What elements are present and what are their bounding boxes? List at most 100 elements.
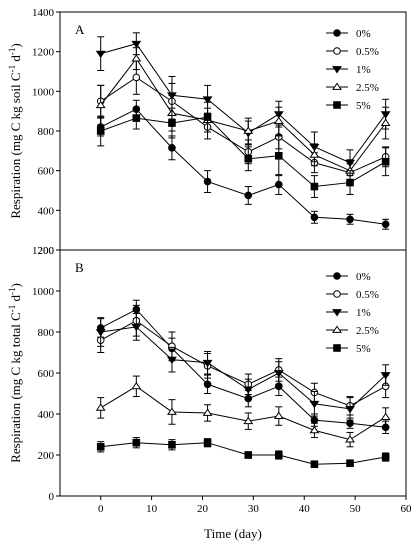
panel-b-series-4 — [96, 437, 390, 469]
panel-a-series-1 — [96, 60, 390, 183]
panel-b-legend-marker — [333, 344, 341, 352]
panel-a-y-tick-label: 200 — [38, 245, 55, 257]
panel-b-data-point — [202, 359, 213, 368]
panel-a-legend-entry: 0% — [326, 28, 371, 40]
panel-b-data-point — [380, 412, 391, 420]
panel-b-x-axis: 0 10 20 30 40 50 60 — [98, 496, 412, 515]
panel-a-data-point — [274, 151, 283, 160]
panel-a-legend-label: 2.5% — [356, 82, 379, 94]
panel-b-data-point — [274, 451, 283, 459]
panel-b-series-line — [100, 442, 386, 465]
panel-b-series-3 — [95, 375, 391, 448]
panel-b-data-point — [167, 356, 177, 365]
panel-a-data-point — [381, 220, 390, 229]
panel-b-data-point — [95, 329, 106, 337]
panel-a-frame — [59, 11, 407, 251]
x-tick-label: 50 — [350, 503, 362, 515]
panel-b: B Respiration (mg C kg total C-1 d-1) 0 2… — [7, 245, 412, 541]
panel-b-data-point — [168, 440, 176, 449]
panel-a-legend: 0% 0.5% 1% 2.5% 5% — [326, 28, 379, 112]
panel-a-data-point — [310, 182, 319, 191]
x-tick-label: 10 — [146, 503, 158, 515]
panel-a-y-tick-label: 1400 — [32, 7, 55, 19]
panel-a-data-point — [309, 150, 320, 158]
panel-a-letter: A — [75, 22, 85, 37]
panel-a-legend-label: 0.5% — [356, 46, 379, 58]
panel-a-data-point — [131, 54, 142, 62]
panel-a-data-point — [310, 213, 319, 222]
panel-a-data-point — [274, 180, 283, 189]
panel-a-series-line — [100, 76, 386, 174]
panel-a-data-point — [132, 73, 141, 82]
panel-b-y-axis: 0 200 400 600 800 1000 1200 — [32, 245, 60, 503]
panel-a-data-point — [273, 116, 284, 124]
panel-a-y-tick-label: 1200 — [32, 47, 55, 59]
panel-b-legend-entry: 5% — [326, 343, 371, 355]
panel-b-legend: 0% 0.5% 1% 2.5% 5% — [326, 271, 379, 355]
panel-b-data-point — [309, 425, 320, 434]
panel-b-legend-entry: 2.5% — [326, 325, 379, 337]
panel-a-data-point — [381, 157, 390, 166]
panel-a-data-point — [203, 113, 212, 121]
panel-b-data-point — [96, 443, 105, 451]
panel-b-data-point — [95, 403, 106, 411]
panel-a-data-point — [95, 100, 106, 109]
panel-a-data-point — [243, 126, 254, 134]
panel-b-data-point — [346, 419, 354, 428]
panel-b-data-point — [346, 459, 354, 467]
panel-a-legend-entry: 1% — [326, 64, 371, 76]
panel-b-legend-label: 0.5% — [356, 289, 379, 301]
panel-a: A Respiration (mg C kg soil C-1 d-1) 200… — [7, 7, 407, 257]
panel-a-legend-marker — [333, 101, 341, 109]
panel-a-legend-marker — [332, 82, 342, 90]
panel-a-legend-label: 1% — [356, 64, 371, 76]
panel-a-y-tick-label: 800 — [38, 126, 55, 138]
panel-a-series-line — [100, 116, 386, 188]
panel-b-data-point — [243, 416, 254, 425]
panel-b-legend-label: 2.5% — [356, 325, 379, 337]
panel-b-y-tick-label: 800 — [38, 327, 55, 339]
panel-b-letter: B — [75, 260, 84, 275]
x-tick-label: 0 — [98, 503, 104, 515]
panel-b-data-point — [273, 411, 284, 419]
panel-b-legend-label: 5% — [356, 343, 371, 355]
panel-b-y-tick-label: 600 — [38, 368, 55, 380]
panel-b-data-point — [167, 407, 177, 415]
panel-b-legend-label: 1% — [356, 307, 371, 319]
panel-a-legend-label: 5% — [356, 100, 371, 112]
panel-b-legend-marker — [332, 325, 342, 333]
panel-b-data-point — [309, 400, 320, 409]
panel-a-y-axis-title: Respiration (mg C kg soil C-1 d-1) — [7, 43, 23, 218]
panel-b-legend-marker — [333, 290, 341, 298]
panel-a-data-point — [168, 119, 176, 127]
x-tick-label: 20 — [197, 503, 209, 515]
panel-b-series-line — [100, 385, 386, 441]
panel-a-data-point — [244, 154, 253, 163]
panel-a-series-line — [100, 43, 387, 164]
panel-b-series — [95, 299, 391, 469]
panel-b-data-point — [310, 416, 319, 424]
x-tick-label: 60 — [401, 503, 413, 515]
panel-b-legend-marker — [332, 309, 342, 317]
panel-a-data-point — [95, 50, 106, 59]
panel-a-series-0 — [96, 99, 390, 230]
panel-b-series-2 — [95, 313, 391, 421]
panel-b-y-tick-label: 1000 — [32, 286, 55, 298]
panel-b-frame — [59, 249, 407, 497]
panel-a-y-axis: 200 400 600 800 1000 1200 1400 — [32, 7, 60, 257]
panel-a-series-line — [100, 108, 386, 225]
panel-b-data-point — [273, 370, 284, 378]
panel-b-legend-marker — [333, 272, 341, 280]
panel-b-data-point — [203, 438, 212, 447]
panel-a-data-point — [203, 177, 212, 186]
panel-a-y-tick-label: 600 — [38, 166, 55, 178]
panel-b-legend-label: 0% — [356, 271, 371, 283]
panel-a-legend-marker — [333, 47, 341, 55]
x-tick-label: 40 — [299, 503, 311, 515]
panel-a-y-tick-label: 1000 — [32, 86, 55, 98]
panel-a-legend-marker — [332, 66, 342, 74]
panel-b-y-tick-label: 0 — [49, 491, 55, 503]
panel-b-data-point — [380, 372, 391, 380]
panel-b-y-axis-title: Respiration (mg C kg total C-1 d-1) — [7, 283, 23, 463]
